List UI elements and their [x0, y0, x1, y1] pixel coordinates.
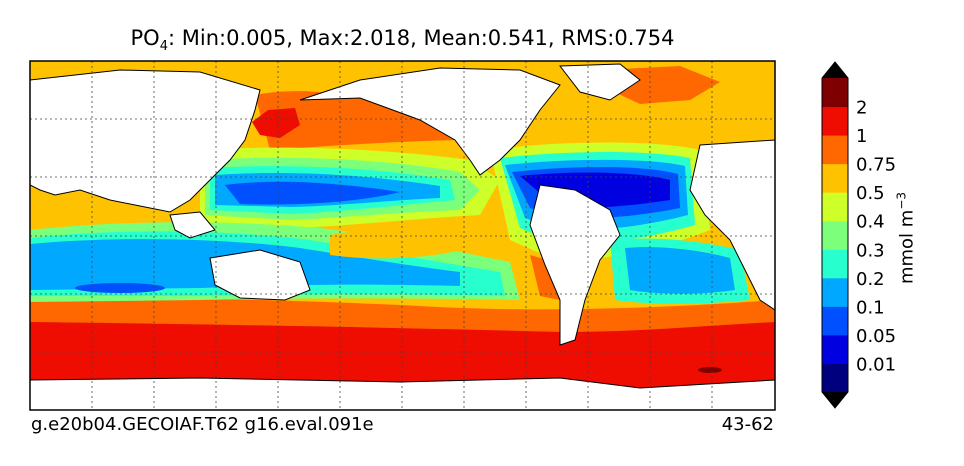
colorbar-swatch: [822, 363, 848, 393]
colorbar-unit-label: mmol m−3: [894, 191, 918, 285]
north-pacific-gyre: [225, 181, 400, 205]
south-atlantic-blue: [625, 247, 735, 294]
weddell-dark: [698, 367, 722, 373]
colorbar-swatch: [822, 220, 848, 250]
colorbar-swatch: [822, 306, 848, 336]
north-pacific-orange: [255, 91, 470, 150]
south-america: [529, 184, 621, 346]
colorbar-tick-label: 0.5: [856, 183, 885, 204]
colorbar-tick-label: 0.01: [856, 354, 896, 375]
colorbar-tick-label: 0.4: [856, 212, 885, 233]
colorbar-tick-label: 0.3: [856, 240, 885, 261]
indian-gyre: [75, 283, 165, 293]
chart-title: PO4: Min:0.005, Max:2.018, Mean:0.541, R…: [130, 26, 675, 55]
case-label: g.e20b04.GECOIAF.T62 g16.eval.091e: [31, 414, 374, 435]
colorbar-tick-label: 0.75: [856, 155, 896, 176]
colorbar-over-triangle: [822, 62, 848, 78]
maritime-continent: [169, 211, 216, 239]
north-america: [299, 67, 561, 176]
colorbar-swatch: [822, 135, 848, 165]
colorbar-swatch: [822, 249, 848, 279]
colorbar-swatch: [822, 163, 848, 193]
colorbar-tick-label: 0.1: [856, 297, 885, 318]
colorbar-swatch: [822, 78, 848, 108]
colorbar-tick-label: 0.2: [856, 269, 885, 290]
south-pacific-tongue: [330, 229, 480, 259]
colorbar-tick-label: 1: [856, 126, 867, 147]
map-frame: [29, 60, 776, 411]
africa: [689, 139, 775, 311]
eurasia: [30, 69, 261, 213]
colorbar-swatch: [822, 192, 848, 222]
okhotsk-red: [252, 108, 300, 138]
colorbar-swatch: [822, 334, 848, 364]
greenland: [559, 63, 641, 101]
colorbar-swatch: [822, 277, 848, 307]
colorbar-frame: [821, 61, 849, 409]
years-label: 43-62: [721, 414, 774, 435]
australia: [209, 249, 311, 301]
colorbar-tick-label: 2: [856, 98, 867, 119]
colorbar-swatch: [822, 106, 848, 136]
colorbar-tick-label: 0.05: [856, 326, 896, 347]
grid-lines: [30, 61, 775, 410]
colorbar-under-triangle: [822, 392, 848, 408]
